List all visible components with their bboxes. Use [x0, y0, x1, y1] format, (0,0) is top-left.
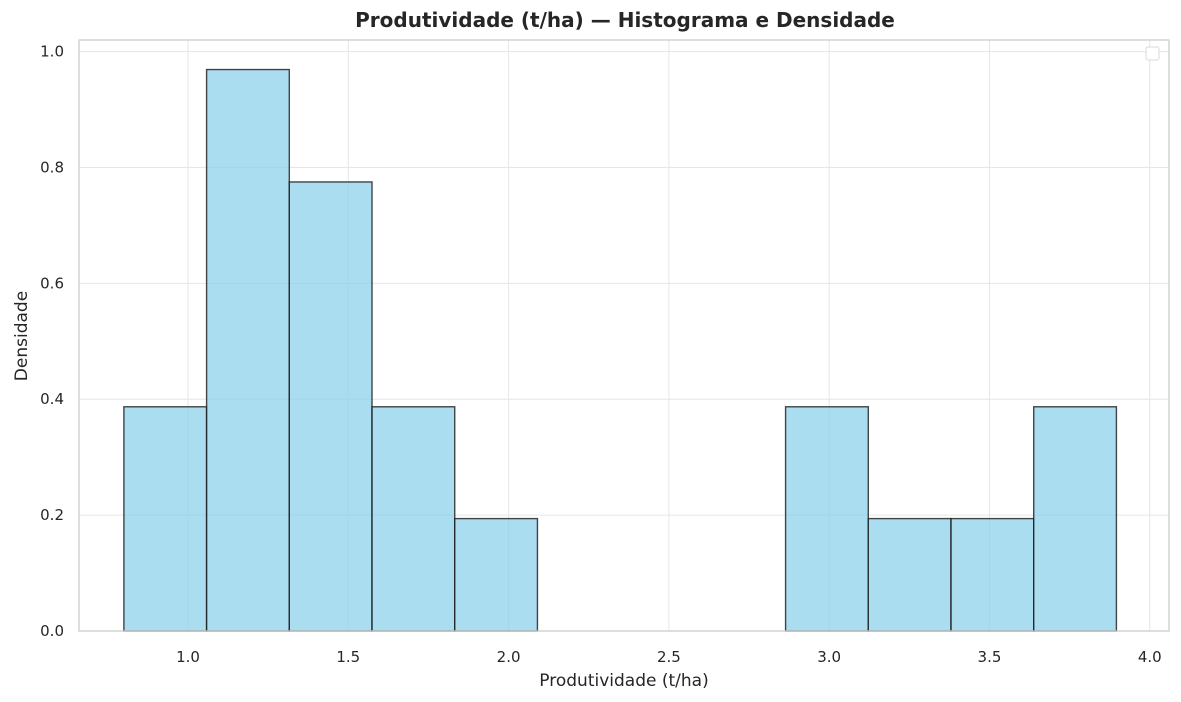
legend-box: [1145, 46, 1160, 61]
histogram-bar: [123, 406, 208, 632]
x-tick-label: 3.5: [978, 648, 1002, 666]
x-tick-label: 1.0: [176, 648, 200, 666]
y-tick-label: 1.0: [40, 43, 64, 61]
histogram-bars: [123, 68, 1118, 632]
y-tick-label: 0.8: [40, 158, 64, 176]
histogram-bar: [867, 517, 952, 632]
x-axis-ticks: 1.0 1.5 2.0 2.5 3.0 3.5 4.0: [176, 648, 1162, 666]
x-tick-label: 1.5: [336, 648, 360, 666]
y-tick-label: 0.2: [40, 506, 64, 524]
y-axis-ticks: 0.0 0.2 0.4 0.6 0.8 1.0: [40, 43, 64, 640]
x-axis-label: Produtividade (t/ha): [539, 671, 708, 691]
y-axis-label: Densidade: [12, 291, 32, 381]
histogram-bar: [1033, 406, 1118, 632]
histogram-bar: [784, 406, 869, 632]
histogram-bar: [454, 517, 539, 632]
histogram-bar: [288, 181, 373, 632]
x-tick-label: 4.0: [1138, 648, 1162, 666]
plot-frame: [78, 39, 1170, 632]
x-tick-label: 2.0: [497, 648, 521, 666]
y-tick-label: 0.0: [40, 622, 64, 640]
x-tick-label: 2.5: [657, 648, 681, 666]
y-tick-label: 0.4: [40, 390, 64, 408]
chart-title: Produtividade (t/ha) — Histograma e Dens…: [355, 8, 895, 32]
histogram-bar: [371, 406, 456, 632]
x-tick-label: 3.0: [817, 648, 841, 666]
y-tick-label: 0.6: [40, 274, 64, 292]
histogram-bar: [950, 517, 1035, 632]
histogram-bar: [205, 68, 291, 632]
